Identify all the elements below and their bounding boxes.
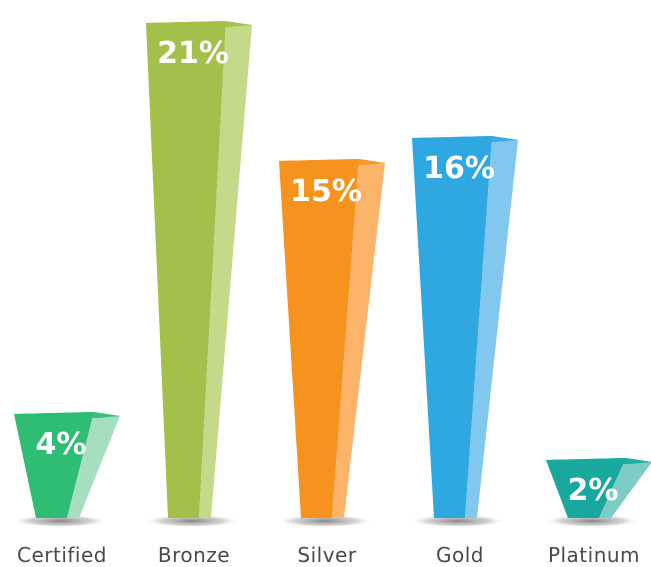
value-label-platinum: 2% [568, 473, 619, 508]
bar-top-certified [14, 412, 120, 418]
bar-gold [412, 136, 492, 518]
category-label-bronze: Bronze [158, 543, 230, 567]
bar-side-silver [332, 159, 385, 518]
value-label-gold: 16% [423, 151, 495, 186]
bar-silver [279, 159, 359, 518]
bar-top-gold [412, 136, 518, 142]
bar-platinum [546, 458, 626, 518]
bars-group: 4% 21% 15% 16% 2% [14, 21, 651, 527]
category-labels-group: Certified Bronze Silver Gold Platinum [17, 543, 640, 567]
bar-side-bronze [199, 21, 252, 518]
value-label-certified: 4% [36, 427, 87, 462]
bar-bronze [146, 21, 226, 518]
value-label-silver: 15% [290, 174, 362, 209]
bar-top-bronze [146, 21, 252, 27]
category-label-platinum: Platinum [548, 543, 640, 567]
bar-top-platinum [546, 458, 651, 464]
bar-side-certified [67, 412, 120, 518]
bar-side-platinum [599, 458, 651, 518]
bar-certified [14, 412, 94, 518]
value-label-bronze: 21% [157, 36, 229, 71]
category-label-gold: Gold [436, 543, 484, 567]
bar-top-silver [279, 159, 385, 165]
bar-side-gold [465, 136, 518, 518]
category-label-certified: Certified [17, 543, 107, 567]
category-label-silver: Silver [297, 543, 356, 567]
